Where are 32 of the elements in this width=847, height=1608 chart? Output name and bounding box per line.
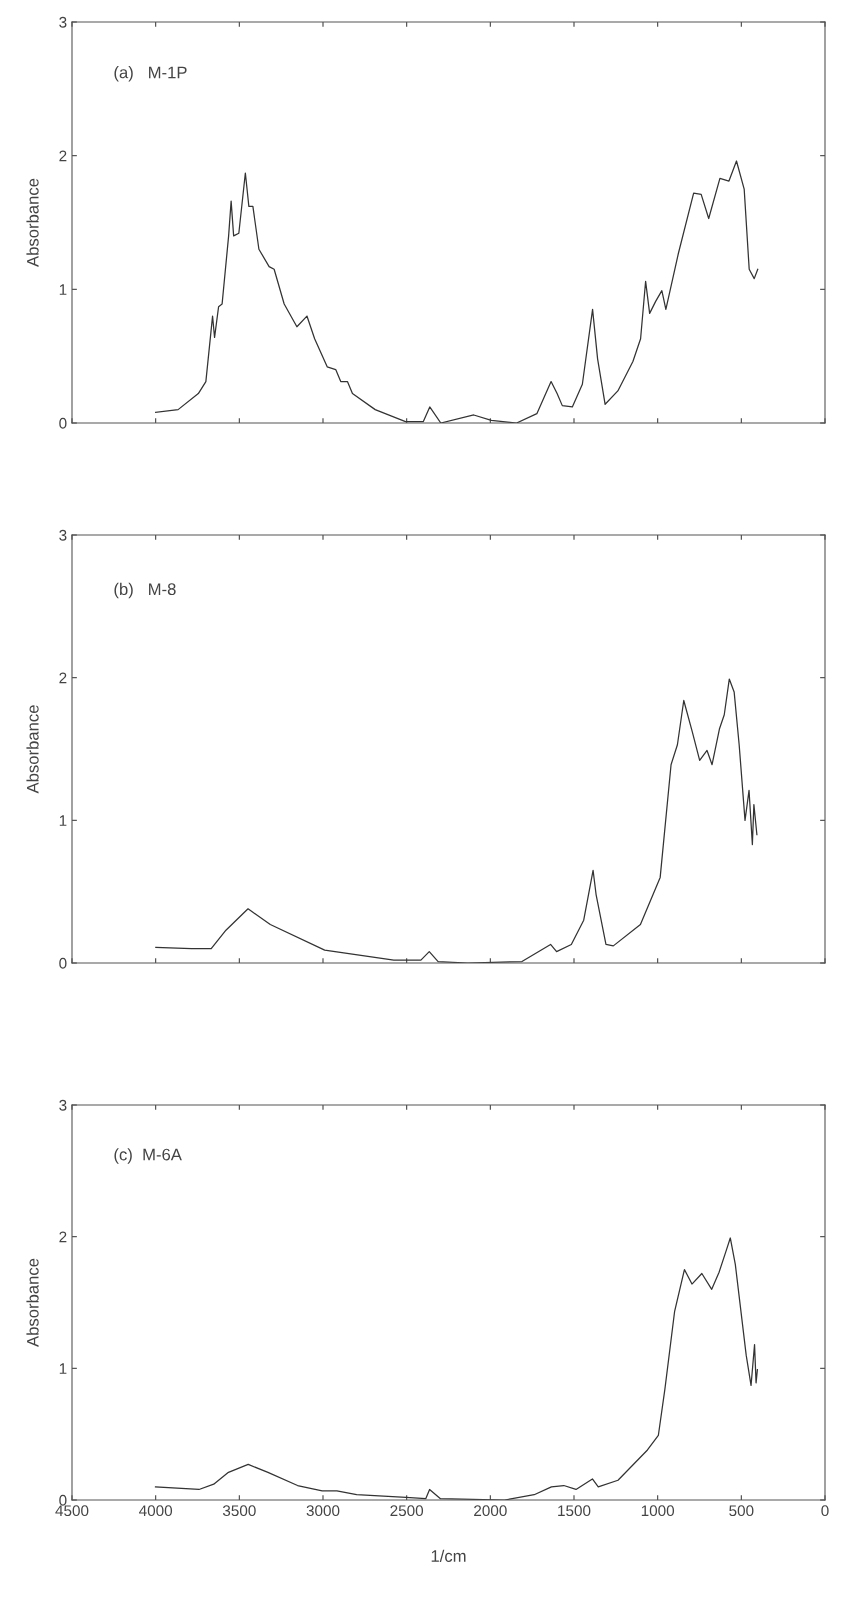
line-series (155, 160, 759, 423)
annotation: (a) M-1P (114, 66, 187, 82)
y-tick-label: 1 (59, 284, 67, 295)
y-tick-label: 2 (59, 672, 67, 684)
x-tick-label: 2000 (474, 1505, 507, 1517)
x-tick-label: 2500 (390, 1505, 424, 1517)
x-tick-label: 500 (729, 1505, 754, 1517)
y-tick-label: 0 (59, 417, 67, 429)
y-axis-title: Absorbance (26, 1258, 39, 1347)
x-tick-label: 1000 (641, 1505, 675, 1517)
line-series (155, 678, 758, 963)
annotation: (b) M-8 (114, 582, 176, 599)
y-tick-label: 0 (59, 957, 67, 969)
x-tick-label: 4000 (139, 1505, 173, 1517)
y-tick-label: 3 (59, 1099, 67, 1111)
x-tick-label: 4500 (55, 1505, 89, 1517)
x-tick-label: 0 (821, 1505, 829, 1517)
x-tick-label: 3000 (306, 1505, 340, 1517)
y-tick-label: 2 (59, 1231, 67, 1243)
y-tick-label: 1 (59, 815, 67, 826)
y-tick-label: 0 (59, 1494, 67, 1506)
y-axis-title: Absorbance (26, 705, 39, 794)
y-tick-label: 1 (59, 1363, 67, 1374)
y-tick-label: 3 (59, 16, 67, 28)
y-axis-title: Absorbance (26, 178, 39, 267)
x-tick-label: 3500 (222, 1505, 256, 1517)
y-tick-label: 2 (59, 150, 67, 162)
y-tick-label: 3 (59, 529, 67, 541)
line-series (154, 1237, 759, 1500)
x-tick-label: 1500 (558, 1505, 591, 1517)
x-axis-title: 1/cm (431, 1549, 466, 1562)
annotation: (c) M-6A (114, 1148, 182, 1164)
